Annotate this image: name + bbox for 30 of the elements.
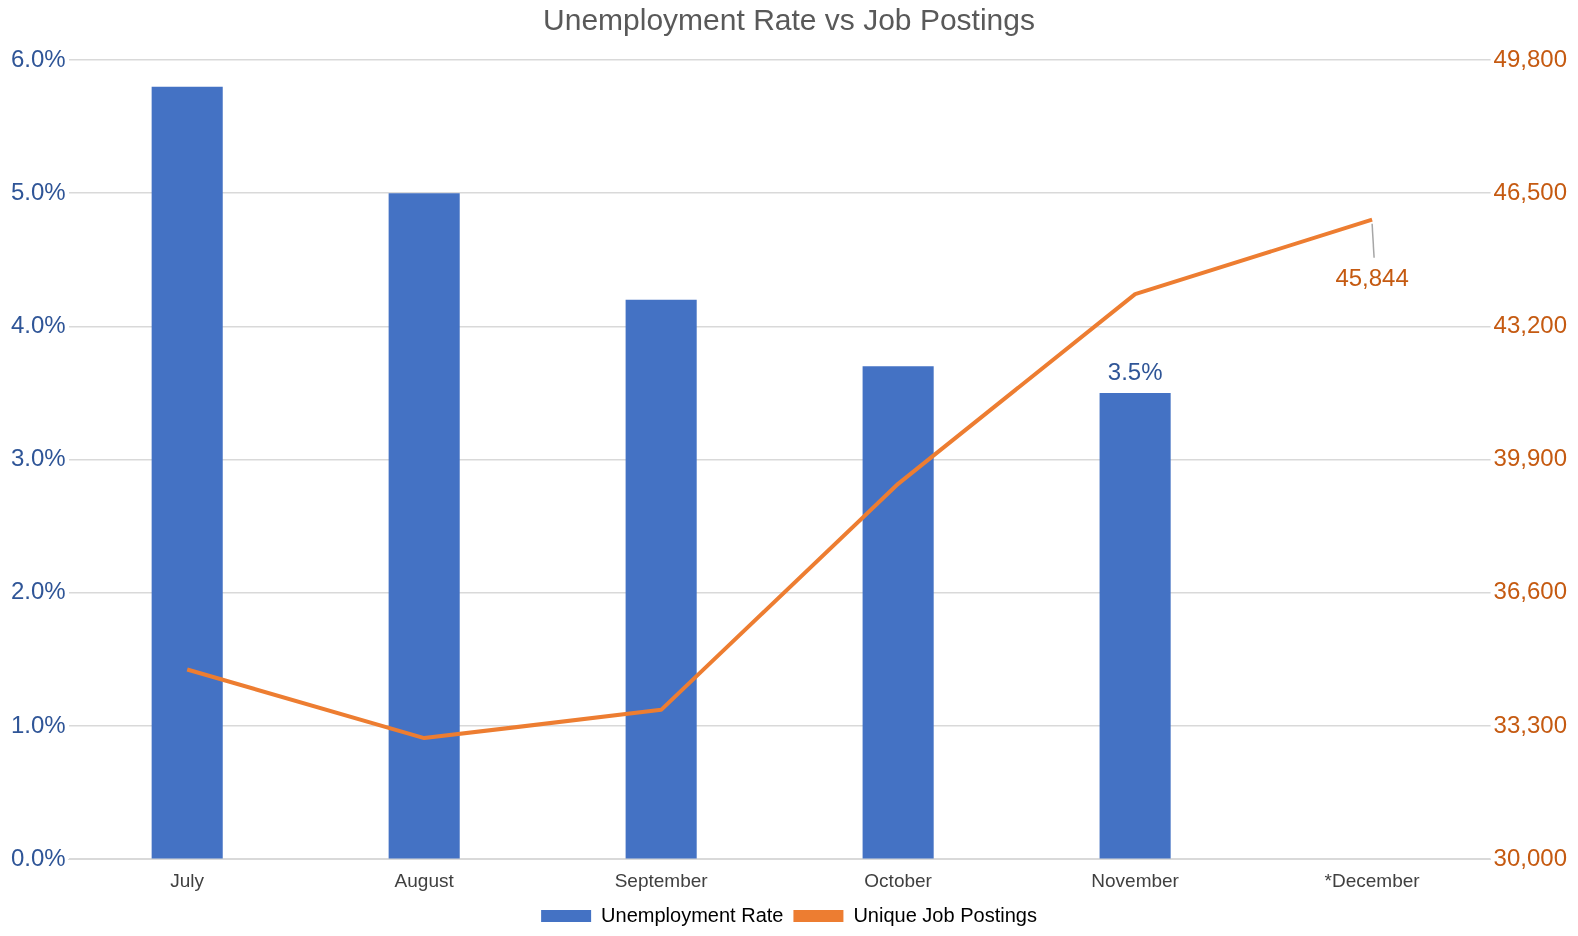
y-tick-label: 5.0%	[11, 177, 66, 205]
y2-tick-label: 33,300	[1493, 710, 1567, 738]
x-tick-label: October	[864, 869, 933, 891]
x-tick-label: November	[1091, 869, 1180, 891]
y-tick-label: 6.0%	[11, 44, 66, 72]
data-label: 45,844	[1335, 264, 1409, 292]
y-tick-label: 4.0%	[11, 311, 66, 339]
y2-tick-label: 49,800	[1493, 44, 1567, 72]
x-tick-label: September	[614, 869, 709, 891]
y2-tick-label: 43,200	[1493, 311, 1567, 339]
data-label: 3.5%	[1107, 357, 1163, 385]
bar	[151, 86, 223, 859]
y-tick-label: 0.0%	[11, 843, 66, 871]
x-tick-label: *December	[1324, 869, 1421, 891]
y2-tick-label: 36,600	[1493, 577, 1567, 605]
bar	[388, 193, 460, 859]
y-tick-label: 3.0%	[11, 444, 66, 472]
y-tick-label: 1.0%	[11, 710, 66, 738]
legend-label: Unique Job Postings	[853, 903, 1037, 926]
y2-tick-label: 46,500	[1493, 177, 1567, 205]
chart-title: Unemployment Rate vs Job Postings	[543, 3, 1035, 37]
y2-tick-label: 39,900	[1493, 444, 1567, 472]
y-tick-label: 2.0%	[11, 577, 66, 605]
x-tick-label: July	[170, 869, 205, 891]
bar	[1099, 393, 1171, 859]
y2-tick-label: 30,000	[1493, 843, 1567, 871]
x-tick-label: August	[394, 869, 455, 891]
bar	[625, 299, 697, 859]
legend-label: Unemployment Rate	[601, 903, 784, 926]
bar	[862, 366, 934, 859]
